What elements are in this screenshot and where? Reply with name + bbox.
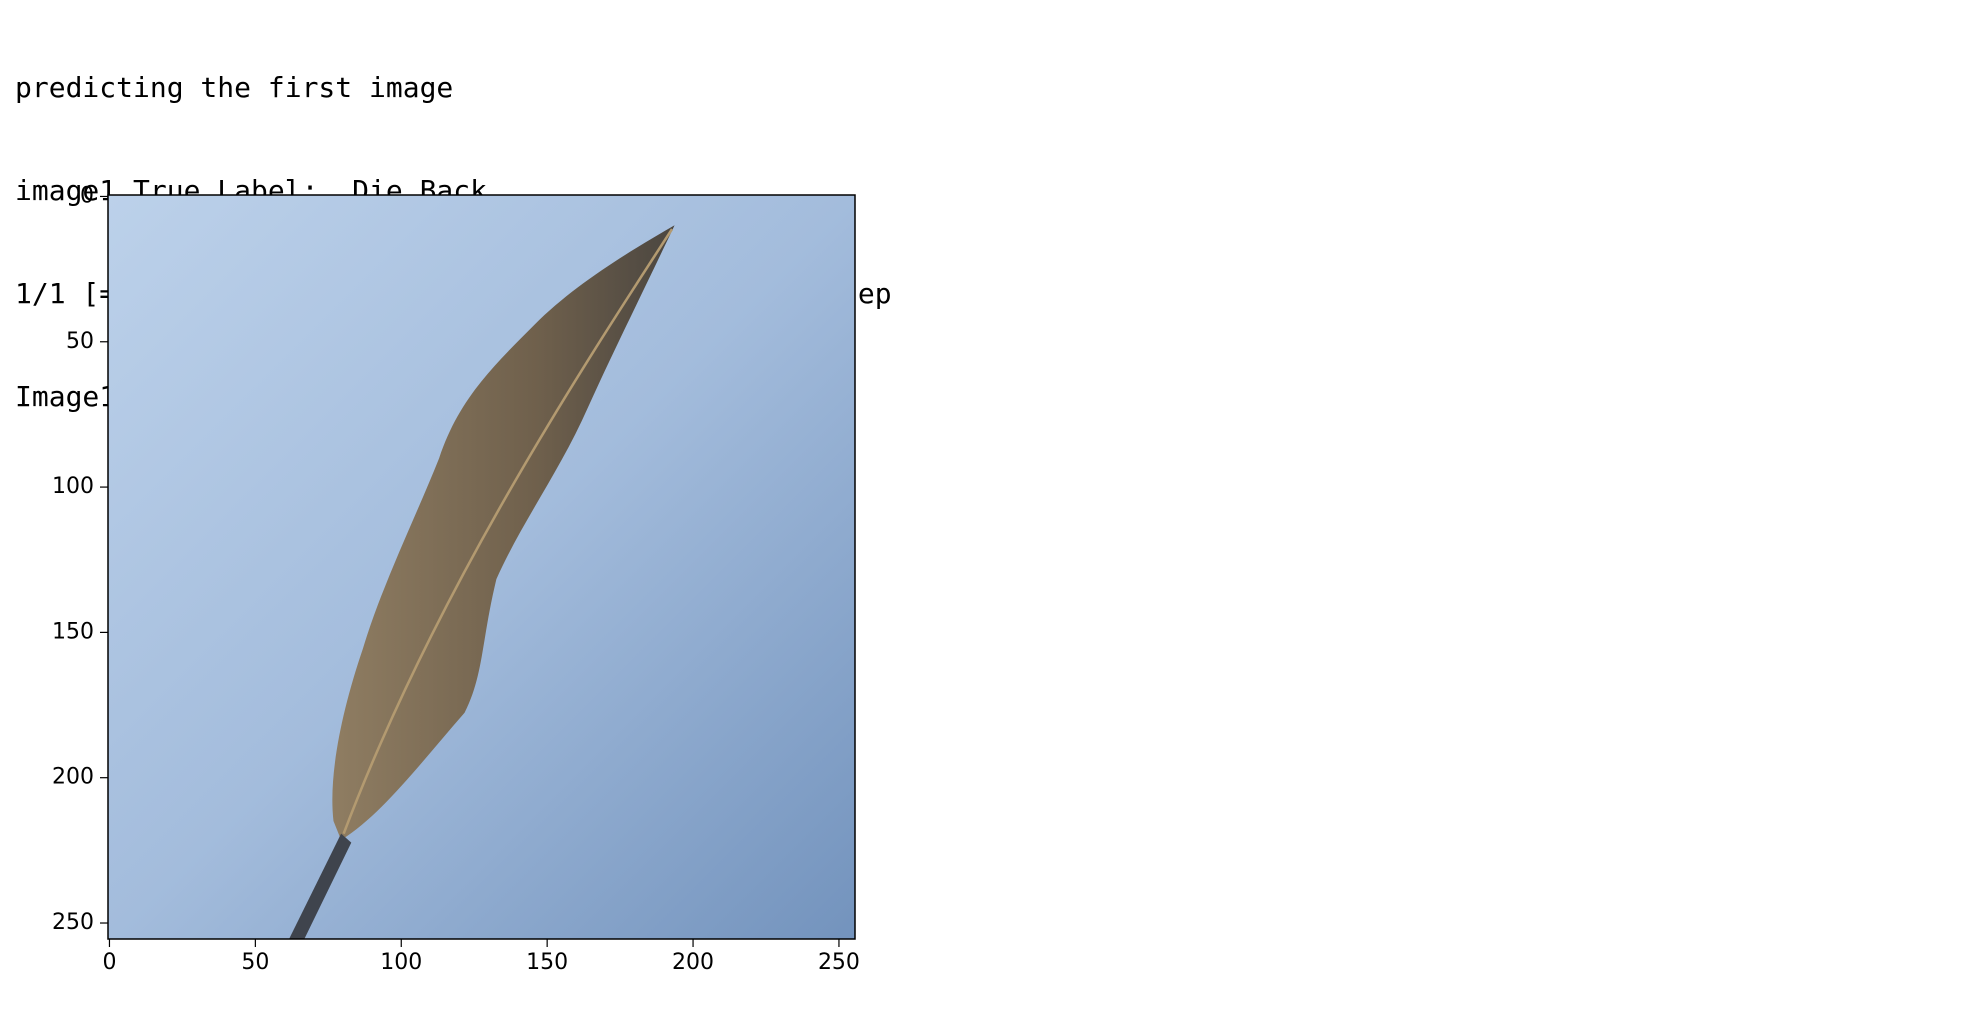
- x-tick-label: 0: [102, 950, 116, 975]
- stem: [289, 833, 352, 939]
- leaf: [332, 225, 675, 841]
- y-tick-label: 200: [52, 765, 94, 790]
- y-tick-label: 50: [66, 329, 94, 354]
- x-tick-label: 150: [526, 950, 568, 975]
- y-tick-label: 250: [52, 910, 94, 935]
- image: [108, 195, 855, 939]
- output-line: predicting the first image: [15, 70, 454, 104]
- y-tick-label: 100: [52, 474, 94, 499]
- x-tick-label: 100: [380, 950, 422, 975]
- x-tick-label: 250: [818, 950, 860, 975]
- y-tick-label: 0: [80, 183, 94, 208]
- axes-frame: [107, 194, 856, 940]
- y-tick-label: 150: [52, 619, 94, 644]
- x-tick-label: 50: [241, 950, 269, 975]
- x-tick-label: 200: [672, 950, 714, 975]
